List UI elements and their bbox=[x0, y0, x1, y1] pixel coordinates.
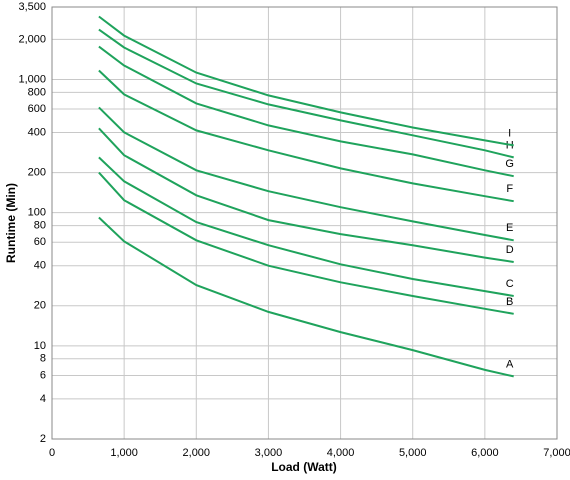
plot-border bbox=[51, 6, 558, 440]
y-tick-label: 6 bbox=[40, 369, 46, 381]
y-tick-label: 20 bbox=[34, 300, 46, 312]
series-line bbox=[98, 45, 514, 178]
y-tick-label: 1,000 bbox=[18, 73, 46, 85]
y-tick-label: 60 bbox=[34, 236, 46, 248]
y-tick-label: 4 bbox=[40, 393, 46, 405]
series-line bbox=[98, 216, 514, 378]
series-label: B bbox=[506, 296, 513, 308]
y-tick-label: 80 bbox=[34, 219, 46, 231]
y-tick-label: 8 bbox=[40, 353, 46, 365]
y-axis-title: Runtime (Min) bbox=[4, 183, 18, 263]
y-tick-label: 3,500 bbox=[18, 1, 46, 13]
series-line bbox=[98, 106, 514, 242]
series-line bbox=[98, 15, 514, 147]
y-tick-label: 40 bbox=[34, 260, 46, 272]
x-tick-label: 5,000 bbox=[399, 447, 427, 459]
y-tick-label: 200 bbox=[28, 166, 46, 178]
series-label: C bbox=[506, 278, 514, 290]
y-tick-label: 10 bbox=[34, 340, 46, 352]
series-label: I bbox=[508, 127, 511, 139]
y-tick-label: 2 bbox=[40, 433, 46, 445]
series-line bbox=[98, 28, 514, 159]
x-tick-label: 2,000 bbox=[183, 447, 211, 459]
x-axis-title: Load (Watt) bbox=[271, 460, 337, 474]
x-tick-label: 3,000 bbox=[255, 447, 283, 459]
series-label: A bbox=[506, 358, 514, 370]
x-tick-label: 7,000 bbox=[543, 447, 570, 459]
series-label: E bbox=[506, 222, 513, 234]
series-line bbox=[98, 69, 514, 203]
x-tick-label: 4,000 bbox=[327, 447, 355, 459]
x-tick-label: 1,000 bbox=[110, 447, 138, 459]
x-tick-label: 6,000 bbox=[471, 447, 499, 459]
x-tick-label: 0 bbox=[49, 447, 55, 459]
y-tick-label: 600 bbox=[28, 103, 46, 115]
series-label: F bbox=[506, 183, 513, 195]
y-tick-label: 100 bbox=[28, 207, 46, 219]
y-tick-label: 2,000 bbox=[18, 33, 46, 45]
series-line bbox=[98, 127, 514, 263]
series-label: G bbox=[505, 158, 514, 170]
series-label: D bbox=[506, 244, 514, 256]
y-tick-label: 800 bbox=[28, 86, 46, 98]
series-line bbox=[98, 156, 514, 297]
series-line bbox=[98, 171, 514, 315]
y-tick-label: 400 bbox=[28, 126, 46, 138]
